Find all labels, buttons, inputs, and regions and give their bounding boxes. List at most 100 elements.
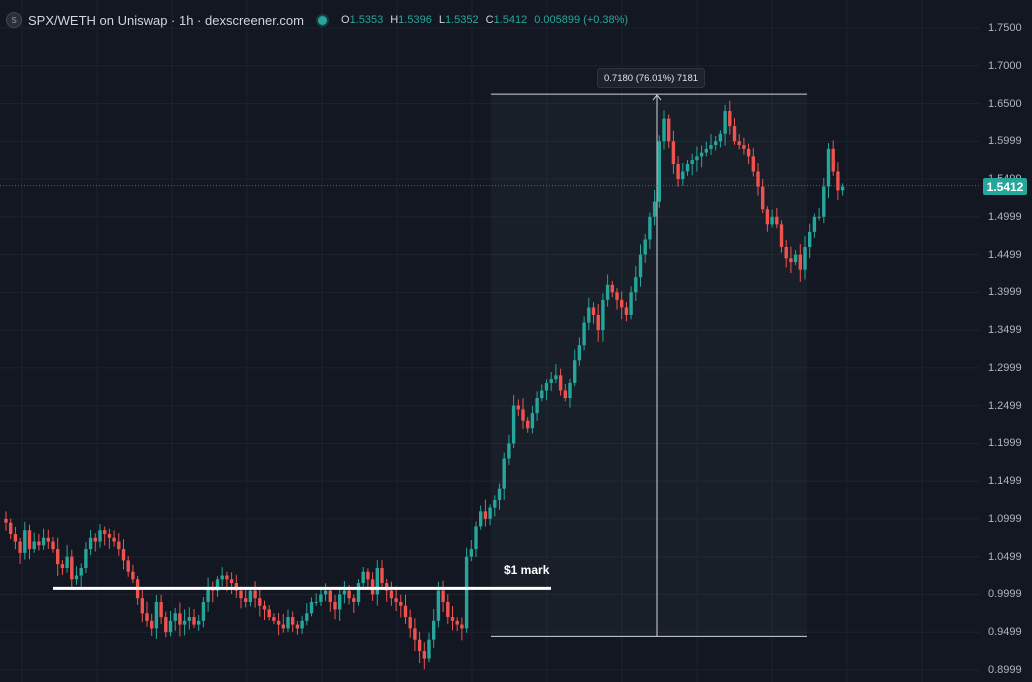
candle [676, 156, 680, 187]
y-tick-label: 1.2999 [988, 361, 1022, 374]
measure-box [491, 94, 807, 637]
candle [605, 274, 610, 307]
candle [107, 528, 112, 549]
candle [648, 212, 652, 249]
candle [41, 528, 46, 550]
candle [239, 586, 243, 609]
candle-body [413, 628, 417, 640]
candle [554, 364, 558, 384]
candle [573, 349, 577, 387]
y-tick-label: 1.6500 [988, 97, 1022, 110]
candle [328, 587, 332, 612]
candle [51, 536, 55, 553]
candle-body [488, 507, 492, 519]
candle [18, 537, 22, 564]
candle [206, 577, 210, 612]
candle [4, 511, 8, 531]
candle-body [469, 549, 473, 557]
candle-body [756, 171, 760, 187]
candle [220, 567, 224, 587]
candle-body [121, 549, 126, 561]
candle-body [60, 564, 65, 568]
candle [248, 587, 253, 607]
candle-body [366, 571, 370, 580]
candle-body [159, 601, 163, 618]
candle-body [714, 141, 718, 146]
y-tick-label: 0.9499 [988, 626, 1022, 639]
candle-body [164, 617, 168, 633]
candle-body [558, 375, 563, 391]
candle-body [446, 601, 450, 618]
candle-body [638, 254, 643, 278]
candle [709, 133, 713, 155]
candle-body [601, 299, 605, 331]
candle [93, 533, 97, 552]
candle [723, 104, 727, 146]
candle-body [718, 133, 723, 142]
candle-body [182, 620, 187, 625]
candle-body [685, 163, 690, 172]
candle-body [831, 148, 835, 172]
candle [352, 594, 356, 613]
chart-title: SPX/WETH on Uniswap · 1h · dexscreener.c… [28, 12, 304, 28]
candle [103, 526, 107, 546]
candle-body [168, 620, 173, 633]
candle-body [535, 398, 539, 414]
ohlc-high: H1.5396 [390, 14, 432, 26]
candle [770, 209, 774, 228]
candle [267, 604, 271, 621]
candle-body [620, 299, 624, 308]
candle [145, 601, 149, 627]
candle [98, 524, 102, 548]
candle-body [507, 443, 511, 459]
candle-body [13, 533, 18, 542]
candle-body [370, 579, 375, 595]
candle-body [502, 458, 506, 489]
candle [281, 613, 285, 633]
candle-body [737, 141, 741, 146]
candle-body [323, 590, 328, 595]
candle-body [436, 590, 441, 621]
candle [624, 301, 629, 322]
candle-body [798, 254, 802, 270]
candle [197, 614, 201, 631]
candle-body [291, 617, 295, 625]
candle [479, 505, 483, 530]
y-tick-label: 1.3999 [988, 286, 1022, 299]
candle-body [206, 586, 210, 602]
candle [540, 384, 544, 402]
candle [652, 189, 657, 226]
candle-body [460, 624, 464, 629]
candle-body [615, 292, 619, 300]
candle-body [23, 530, 27, 553]
candle [37, 534, 41, 551]
candle-body [309, 601, 314, 614]
candle-body [27, 530, 32, 550]
candle-body [549, 379, 553, 383]
candle-body [455, 620, 459, 625]
candle-body [88, 537, 93, 550]
candle-body [746, 148, 751, 157]
candle [88, 529, 93, 556]
y-tick-label: 1.3499 [988, 324, 1022, 337]
candle [497, 483, 502, 510]
candle-body [479, 511, 483, 527]
candle-body [812, 216, 817, 232]
candle [356, 579, 361, 606]
candle [822, 177, 826, 224]
candle [798, 243, 802, 282]
candle [742, 137, 746, 155]
candle [413, 618, 417, 652]
candle [380, 560, 384, 590]
candle [32, 532, 36, 553]
candle-body [46, 537, 50, 542]
candle-body [408, 617, 412, 629]
candle [511, 395, 516, 449]
candle [535, 391, 539, 421]
live-dot-icon [318, 15, 327, 25]
candle-body [779, 224, 784, 248]
candle-body [591, 307, 596, 315]
candle [13, 526, 18, 550]
candle [131, 564, 135, 584]
